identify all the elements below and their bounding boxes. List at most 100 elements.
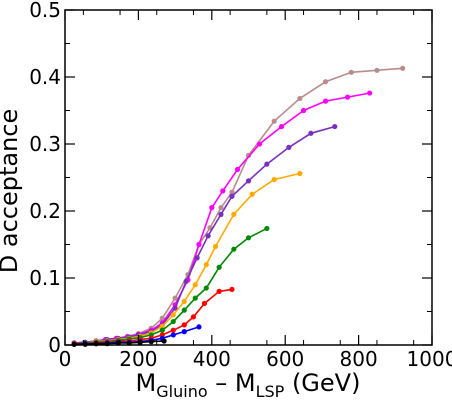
data-point	[229, 193, 235, 199]
data-point	[209, 205, 215, 211]
x-axis-title-sub2: LSP	[256, 382, 285, 401]
data-point	[161, 338, 167, 344]
data-point	[231, 246, 237, 252]
series-7	[71, 338, 167, 347]
data-point	[104, 341, 110, 347]
data-point	[170, 332, 176, 338]
data-point	[229, 189, 235, 195]
series-line	[74, 92, 370, 344]
data-point	[229, 286, 235, 292]
x-tick-label: 800	[340, 347, 378, 371]
data-point	[159, 327, 165, 333]
data-point	[194, 255, 200, 261]
x-tick-label: 0	[59, 347, 72, 371]
data-point	[126, 340, 132, 346]
series-line	[74, 67, 403, 344]
x-axis-title-main: M	[136, 369, 157, 397]
data-point	[218, 211, 224, 217]
x-tick-label: 1000	[407, 347, 452, 371]
plot-border	[64, 9, 433, 346]
data-point	[249, 191, 255, 197]
x-axis-title-sub1: Gluino	[156, 382, 207, 401]
data-point	[192, 295, 198, 301]
data-point	[322, 98, 329, 104]
data-point	[170, 312, 176, 318]
series-0	[71, 65, 406, 346]
data-point	[245, 235, 252, 241]
x-tick-label: 200	[119, 347, 157, 371]
data-point	[71, 341, 77, 347]
data-point	[93, 341, 99, 347]
data-point	[286, 144, 292, 150]
data-point	[192, 282, 198, 288]
data-point	[196, 324, 202, 330]
data-point	[332, 123, 338, 130]
x-axis-title-mid: – M	[208, 369, 256, 397]
x-axis-title-tail: (GeV)	[284, 369, 360, 397]
data-point	[220, 188, 226, 194]
data-point	[374, 67, 380, 73]
data-point	[264, 161, 270, 167]
y-tick-label: 0.2	[29, 199, 61, 223]
data-point	[170, 318, 176, 325]
data-point	[196, 241, 202, 248]
data-point	[297, 95, 303, 102]
data-point	[172, 295, 178, 301]
data-point	[172, 305, 178, 311]
data-point	[322, 79, 329, 85]
data-point	[181, 322, 187, 328]
data-point	[181, 307, 187, 313]
y-tick-label: 0.5	[29, 0, 61, 22]
data-point	[212, 243, 219, 250]
y-tick-label: 0	[48, 333, 61, 357]
data-point	[183, 278, 189, 284]
data-point	[348, 69, 354, 75]
series-5	[71, 286, 235, 347]
data-point	[201, 300, 208, 307]
data-point	[82, 341, 88, 347]
data-point	[231, 211, 237, 217]
x-tick-label: 600	[266, 347, 304, 371]
data-point	[205, 233, 211, 239]
data-point	[159, 315, 165, 321]
data-point	[300, 107, 307, 114]
x-axis-title: MGluino – MLSP (GeV)	[136, 369, 361, 401]
data-point	[271, 118, 277, 124]
data-point	[308, 130, 314, 136]
data-point	[344, 94, 351, 100]
data-point	[170, 327, 176, 333]
data-point	[216, 288, 222, 294]
data-point	[245, 178, 252, 184]
series-layer	[71, 65, 406, 347]
data-point	[218, 205, 224, 211]
data-point	[271, 176, 277, 183]
series-4	[71, 225, 270, 347]
y-tick-label: 0.1	[29, 266, 61, 290]
data-point	[203, 285, 209, 291]
data-point	[115, 340, 121, 346]
data-point	[400, 65, 406, 71]
data-point	[234, 166, 241, 173]
y-tick-label: 0.4	[29, 65, 61, 89]
tick-layer: 0 200 400 600 800 1000 0 0.1 0.2 0.3 0.4 0.5	[29, 0, 452, 371]
data-point	[264, 225, 270, 232]
data-point	[203, 262, 209, 268]
data-point	[367, 90, 373, 96]
data-point	[181, 298, 187, 305]
data-point	[278, 123, 285, 130]
data-point	[190, 314, 197, 320]
series-3	[71, 170, 303, 347]
y-tick-label: 0.3	[29, 132, 61, 156]
x-tick-label: 400	[193, 347, 231, 371]
data-point	[181, 329, 187, 335]
plot-frame	[64, 9, 433, 346]
data-point	[216, 264, 222, 270]
y-axis-title: D acceptance	[0, 109, 23, 274]
data-point	[256, 141, 263, 147]
data-point	[148, 339, 154, 345]
data-point	[159, 323, 165, 329]
data-point	[297, 170, 303, 177]
series-line	[74, 172, 301, 345]
